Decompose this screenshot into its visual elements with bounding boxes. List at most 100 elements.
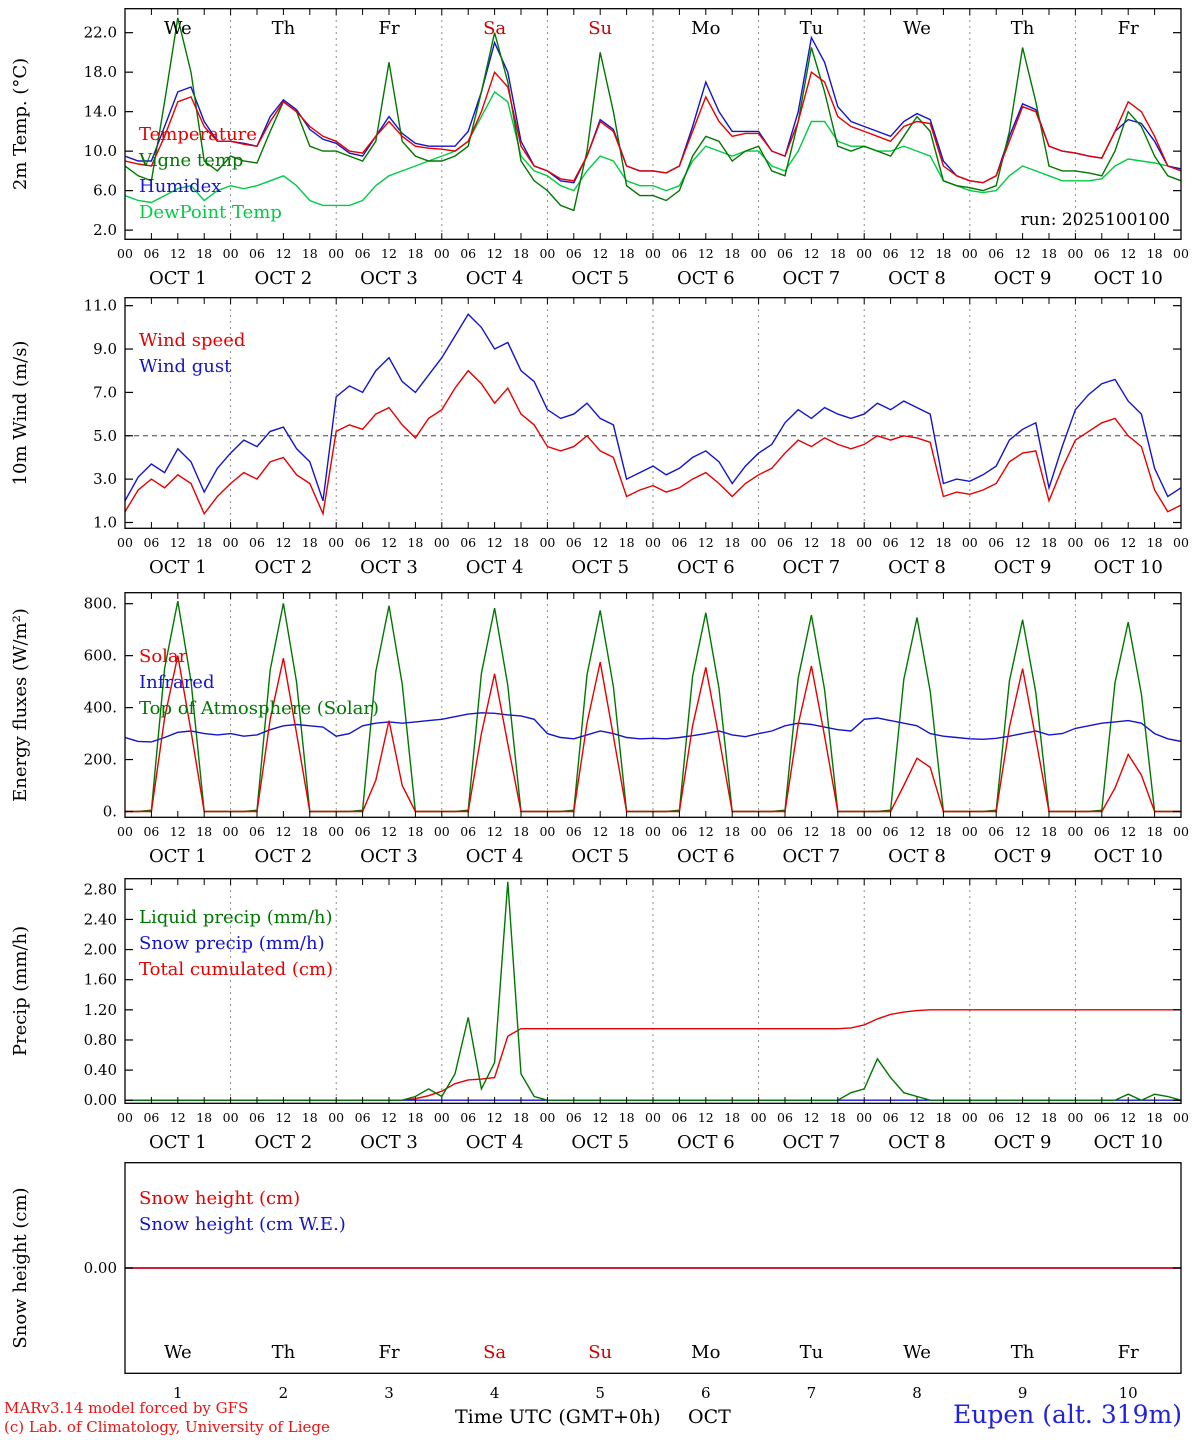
svg-text:12: 12 [275,1110,291,1125]
svg-text:06: 06 [566,535,582,550]
x-axis-labels: 00 06 12 18 00 06 12 18 00 06 12 18 00 06 12 18 00 06 12 18… [117,246,1189,289]
legend-item-snow-height-we: Snow height (cm W.E.) [139,1214,346,1235]
svg-text:00: 00 [856,1110,872,1125]
svg-text:18: 18 [407,246,423,261]
svg-text:OCT 2: OCT 2 [255,557,313,578]
svg-text:22.0: 22.0 [84,24,117,42]
svg-text:18: 18 [196,246,212,261]
svg-text:06: 06 [988,1110,1004,1125]
svg-text:06: 06 [566,1110,582,1125]
vigne-temp-line [125,17,1181,212]
svg-text:18: 18 [724,1110,740,1125]
dewpoint-temp-line [125,90,1181,207]
legend-item-toa-solar: Top of Atmosphere (Solar) [139,698,380,719]
svg-text:00: 00 [856,246,872,261]
y-axis-title: 10m Wind (m/s) [10,341,31,486]
svg-text:00: 00 [856,535,872,550]
month-label: OCT [688,1406,731,1428]
svg-text:OCT 10: OCT 10 [1094,846,1163,867]
svg-text:00: 00 [1173,246,1189,261]
svg-text:06: 06 [1094,246,1110,261]
svg-text:OCT 1: OCT 1 [149,846,207,867]
svg-text:00: 00 [328,824,344,839]
svg-text:18: 18 [1147,246,1163,261]
wind-gust-line [125,313,1181,502]
svg-text:00: 00 [223,246,239,261]
svg-text:12: 12 [487,824,503,839]
svg-text:18.0: 18.0 [84,63,117,81]
model-run-label: run: 2025100100 [1020,210,1170,230]
svg-text:18: 18 [935,246,951,261]
svg-text:12: 12 [909,824,925,839]
svg-text:12: 12 [1120,1110,1136,1125]
y-axis-title: Precip (mm/h) [10,926,31,1056]
svg-text:18: 18 [513,1110,529,1125]
temperature-line [125,70,1181,184]
svg-text:00: 00 [434,246,450,261]
legend-item-dewpoint: DewPoint Temp [139,202,282,223]
weekday-labels: We Th Fr Sa Su Mo Tu We Th Fr [164,18,1139,39]
svg-text:18: 18 [513,824,529,839]
svg-text:00: 00 [223,535,239,550]
svg-text:00: 00 [434,1110,450,1125]
svg-text:12: 12 [1015,1110,1031,1125]
svg-text:7: 7 [807,1384,817,1402]
svg-text:00: 00 [117,535,133,550]
svg-text:12: 12 [275,246,291,261]
svg-text:OCT 9: OCT 9 [994,1132,1052,1153]
svg-text:Sa: Sa [483,18,506,39]
svg-text:06: 06 [355,1110,371,1125]
svg-text:7.0: 7.0 [93,383,117,401]
svg-text:06: 06 [671,824,687,839]
svg-text:OCT 5: OCT 5 [571,557,629,578]
svg-text:00: 00 [751,246,767,261]
svg-text:1.0: 1.0 [93,513,117,531]
credits-block: MARv3.14 model forced by GFS (c) Lab. of… [4,1399,330,1437]
svg-text:2.40: 2.40 [84,910,117,928]
svg-text:00: 00 [328,535,344,550]
svg-text:00: 00 [751,1110,767,1125]
svg-text:We: We [164,18,192,39]
svg-text:OCT 3: OCT 3 [360,268,418,289]
svg-text:OCT 2: OCT 2 [255,268,313,289]
svg-text:12: 12 [698,246,714,261]
svg-text:00: 00 [117,1110,133,1125]
svg-text:800.: 800. [84,595,117,613]
svg-text:12: 12 [1015,535,1031,550]
svg-text:00: 00 [1067,824,1083,839]
plot-border [124,8,1182,240]
svg-text:00: 00 [962,824,978,839]
legend-item-humidex: Humidex [139,176,222,197]
svg-text:Fr: Fr [378,18,399,39]
svg-text:Tu: Tu [800,18,824,39]
svg-text:00: 00 [223,1110,239,1125]
svg-text:12: 12 [592,824,608,839]
svg-text:06: 06 [249,824,265,839]
x-axis [124,297,1182,529]
svg-text:00: 00 [223,824,239,839]
svg-text:12: 12 [698,535,714,550]
svg-text:06: 06 [460,824,476,839]
svg-text:12: 12 [698,1110,714,1125]
svg-text:00: 00 [856,824,872,839]
svg-text:5.0: 5.0 [93,427,117,445]
lab-credit-line: (c) Lab. of Climatology, University of L… [4,1418,330,1436]
legend-item-vigne-temp: Vigne temp [139,150,244,171]
svg-text:18: 18 [830,824,846,839]
svg-text:06: 06 [249,246,265,261]
svg-text:2.0: 2.0 [93,221,117,239]
svg-text:12: 12 [381,824,397,839]
svg-text:12: 12 [592,246,608,261]
svg-text:OCT 1: OCT 1 [149,268,207,289]
svg-text:OCT 3: OCT 3 [360,1132,418,1153]
svg-text:6.0: 6.0 [93,182,117,200]
svg-text:Fr: Fr [1118,18,1139,39]
svg-text:00: 00 [1173,535,1189,550]
svg-text:00: 00 [1173,1110,1189,1125]
svg-text:06: 06 [460,1110,476,1125]
svg-text:00: 00 [1067,246,1083,261]
svg-text:06: 06 [883,1110,899,1125]
svg-text:00: 00 [1067,1110,1083,1125]
svg-text:Fr: Fr [378,1342,399,1363]
